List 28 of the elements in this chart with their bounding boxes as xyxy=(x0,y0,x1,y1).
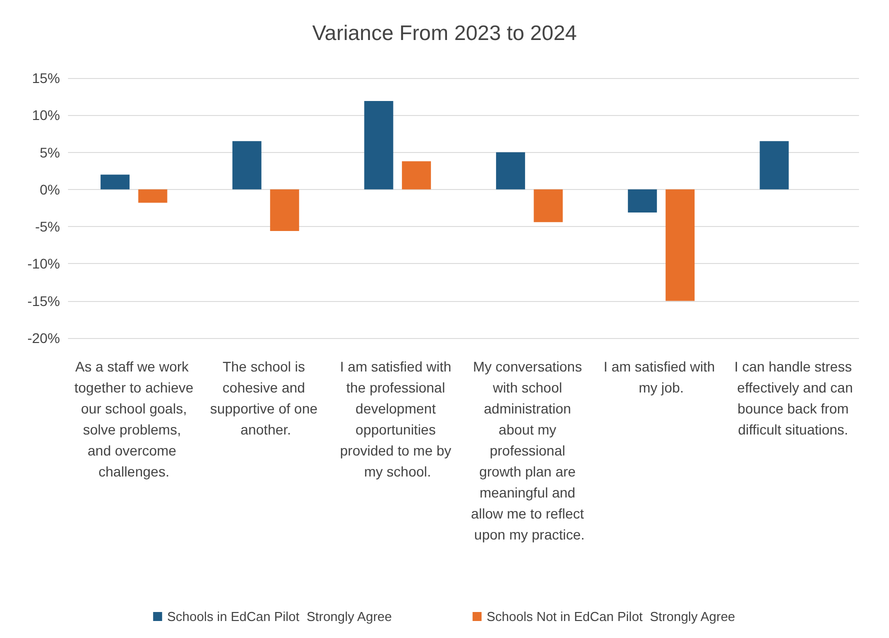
x-tick-label: I am satisfied with my job. xyxy=(604,358,719,396)
legend-label: Schools in EdCan Pilot Strongly Agree xyxy=(167,609,392,624)
bar xyxy=(232,141,262,190)
bar xyxy=(364,101,394,190)
bar xyxy=(138,189,168,203)
bar xyxy=(270,189,300,232)
bar xyxy=(100,174,130,190)
x-tick-label: The school is cohesive and supportive of one another. xyxy=(210,358,322,438)
y-tick-label: -20% xyxy=(27,330,60,346)
y-tick-label: -5% xyxy=(35,218,60,235)
y-tick-label: -15% xyxy=(27,292,60,309)
y-tick-label: 10% xyxy=(32,107,60,124)
bar xyxy=(628,189,657,212)
bar xyxy=(534,189,563,222)
y-tick-label: 15% xyxy=(32,70,60,86)
x-tick-label: As a staff we work together to achieve our school goals, solve problems, and overcome challenges. xyxy=(74,358,194,480)
chart-title: Variance From 2023 to 2024 xyxy=(312,22,578,45)
category-label: My conversations with school administration about my professional growth plan are meaningful and allow me to reflect upon my practice. xyxy=(471,358,585,542)
bar xyxy=(666,189,695,301)
x-tick-label: I am satisfied with the professional development opportunities provided to me by my school. xyxy=(340,358,456,480)
bar xyxy=(402,161,431,190)
y-tick-label: 5% xyxy=(40,144,60,160)
x-tick-label: I can handle stress effectively and can bounce back from difficult situations. xyxy=(733,358,853,438)
y-tick-label: 0% xyxy=(40,181,60,198)
legend-label: Schools Not in EdCan Pilot Strongly Agree xyxy=(486,609,736,624)
y-tick-label: -10% xyxy=(27,256,60,272)
bar xyxy=(496,152,526,190)
bar xyxy=(760,141,789,190)
